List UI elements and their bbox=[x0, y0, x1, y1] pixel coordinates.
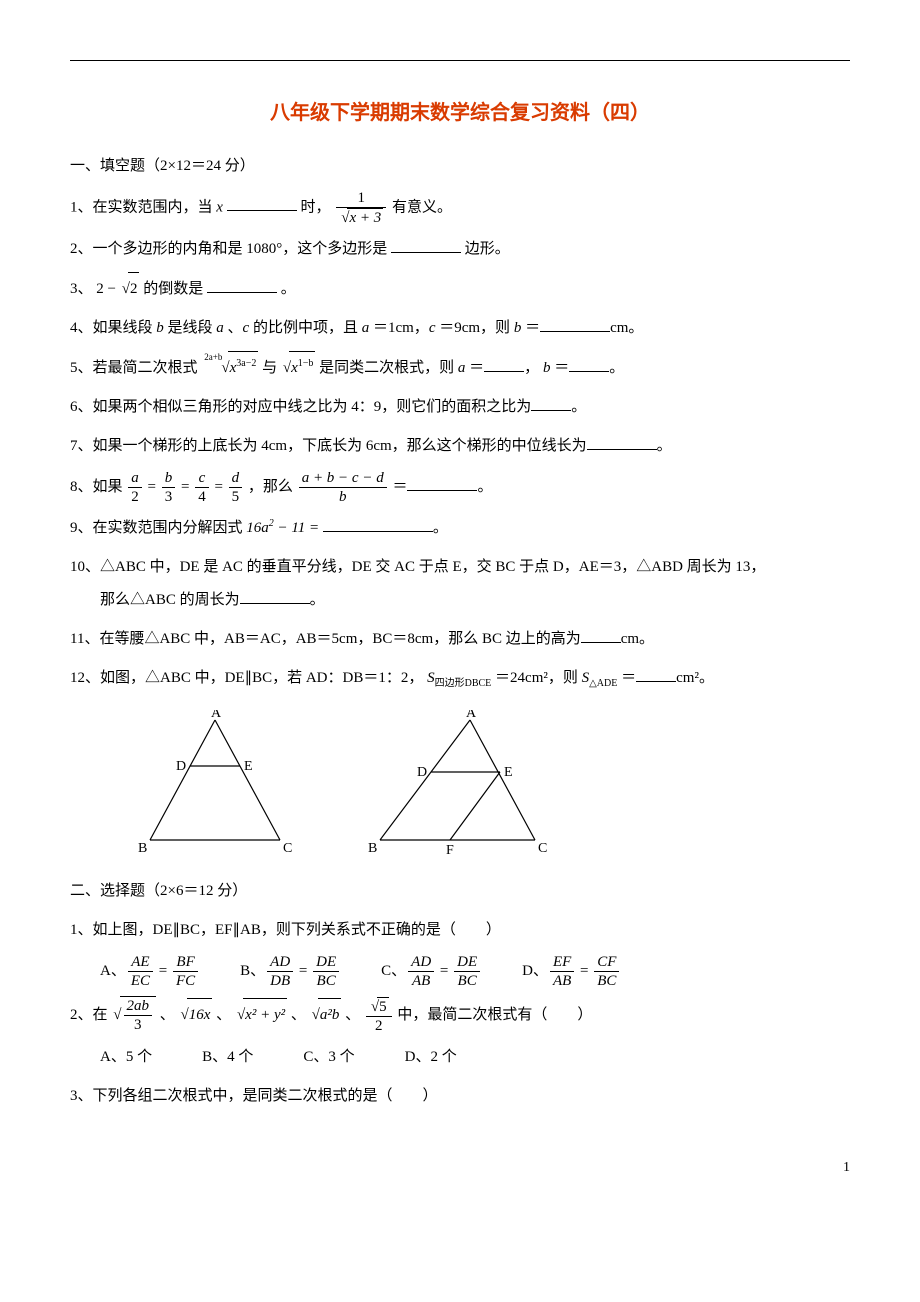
q2-text: 2、一个多边形的内角和是 1080°，这个多边形是 bbox=[70, 241, 387, 257]
svg-text:C: C bbox=[538, 841, 547, 856]
question-10: 10、△ABC 中，DE 是 AC 的垂直平分线，DE 交 AC 于点 E，交 … bbox=[70, 551, 850, 617]
opt-1c: C、ADAB = DEBC bbox=[381, 953, 482, 990]
section-1-heading: 一、填空题（2×12＝24 分） bbox=[70, 150, 850, 183]
svg-text:D: D bbox=[176, 759, 186, 774]
question-5: 5、若最简二次根式 2a+bx3a−2 与 x1−b 是同类二次根式，则 a ＝… bbox=[70, 351, 850, 385]
section-2-heading: 二、选择题（2×6＝12 分） bbox=[70, 875, 850, 908]
q1-frac-num: 1 bbox=[336, 189, 386, 208]
q1-var: x bbox=[216, 199, 223, 215]
question-1: 1、在实数范围内，当 x 时， 1 x + 3 有意义。 bbox=[70, 189, 850, 227]
question-11: 11、在等腰△ABC 中，AB＝AC，AB＝5cm，BC＝8cm，那么 BC 边… bbox=[70, 623, 850, 656]
q11-blank bbox=[581, 627, 621, 643]
opt-2d: D、2 个 bbox=[405, 1041, 457, 1074]
question-12: 12、如图，△ABC 中，DE∥BC，若 AD：DB＝1：2， S四边形DBCE… bbox=[70, 662, 850, 695]
q7-blank bbox=[587, 434, 657, 450]
problem-1-options: A、AEEC = BFFC B、ADDB = DEBC C、ADAB = DEB… bbox=[70, 953, 850, 990]
question-8: 8、如果 a2 = b3 = c4 = d5 ，那么 a + b − c − d… bbox=[70, 469, 850, 506]
svg-text:D: D bbox=[417, 765, 427, 780]
question-7: 7、如果一个梯形的上底长为 4cm，下底长为 6cm，那么这个梯形的中位线长为。 bbox=[70, 430, 850, 463]
q6-blank bbox=[531, 395, 571, 411]
opt-1a: A、AEEC = BFFC bbox=[100, 953, 200, 990]
q12-blank bbox=[636, 666, 676, 682]
figure-1-triangle: A B C D E bbox=[130, 710, 300, 860]
q3-expr: 2 − 2 bbox=[96, 281, 139, 297]
question-3: 3、 2 − 2 的倒数是 。 bbox=[70, 272, 850, 306]
q1-text-c: 有意义。 bbox=[392, 199, 452, 215]
opt-2a: A、5 个 bbox=[100, 1041, 152, 1074]
q1-blank bbox=[227, 195, 297, 211]
opt-1b: B、ADDB = DEBC bbox=[240, 953, 341, 990]
q3-blank bbox=[207, 277, 277, 293]
question-4: 4、如果线段 b 是线段 a 、c 的比例中项，且 a ＝1cm，c ＝9cm，… bbox=[70, 312, 850, 345]
q1-fraction: 1 x + 3 bbox=[336, 189, 386, 227]
q8-blank bbox=[407, 475, 477, 491]
opt-2b: B、4 个 bbox=[202, 1041, 253, 1074]
svg-text:B: B bbox=[138, 841, 147, 856]
problem-3: 3、下列各组二次根式中，是同类二次根式的是（ ） bbox=[70, 1080, 850, 1113]
figure-2-triangle: A B C D E F bbox=[360, 710, 550, 860]
svg-text:A: A bbox=[211, 710, 222, 721]
question-2: 2、一个多边形的内角和是 1080°，这个多边形是 边形。 bbox=[70, 233, 850, 266]
q2-blank bbox=[391, 237, 461, 253]
q1-text-b: 时， bbox=[297, 199, 331, 215]
svg-text:B: B bbox=[368, 841, 377, 856]
svg-text:A: A bbox=[466, 710, 477, 721]
q3-c: 。 bbox=[281, 281, 296, 297]
opt-1d: D、EFAB = CFBC bbox=[522, 953, 621, 990]
problem-2: 2、在 2ab3 、 16x 、 x² + y² 、 a²b 、 52 中，最简… bbox=[70, 996, 850, 1035]
q9-blank bbox=[323, 516, 433, 532]
problem-1: 1、如上图，DE∥BC，EF∥AB，则下列关系式不正确的是（ ） bbox=[70, 914, 850, 947]
question-6: 6、如果两个相似三角形的对应中线之比为 4：9，则它们的面积之比为。 bbox=[70, 391, 850, 424]
q1-text-a: 1、在实数范围内，当 bbox=[70, 199, 216, 215]
opt-2c: C、3 个 bbox=[303, 1041, 354, 1074]
q1-frac-den: x + 3 bbox=[336, 208, 386, 227]
q3-a: 3、 bbox=[70, 281, 93, 297]
svg-text:F: F bbox=[446, 843, 454, 858]
q10-blank bbox=[240, 588, 310, 604]
svg-text:E: E bbox=[504, 765, 513, 780]
q2-text-b: 边形。 bbox=[465, 241, 510, 257]
problem-2-options: A、5 个 B、4 个 C、3 个 D、2 个 bbox=[70, 1041, 850, 1074]
page-title: 八年级下学期期末数学综合复习资料（四） bbox=[70, 91, 850, 135]
question-9: 9、在实数范围内分解因式 16a2 − 11 = 。 bbox=[70, 512, 850, 545]
page-number: 1 bbox=[70, 1153, 850, 1184]
q3-b: 的倒数是 bbox=[143, 281, 203, 297]
q5-blank-a bbox=[484, 356, 524, 372]
svg-text:C: C bbox=[283, 841, 292, 856]
q5-blank-b bbox=[569, 356, 609, 372]
figures-row: A B C D E A B C D E F bbox=[70, 710, 850, 860]
q4-blank bbox=[540, 316, 610, 332]
svg-text:E: E bbox=[244, 759, 253, 774]
top-rule bbox=[70, 60, 850, 61]
